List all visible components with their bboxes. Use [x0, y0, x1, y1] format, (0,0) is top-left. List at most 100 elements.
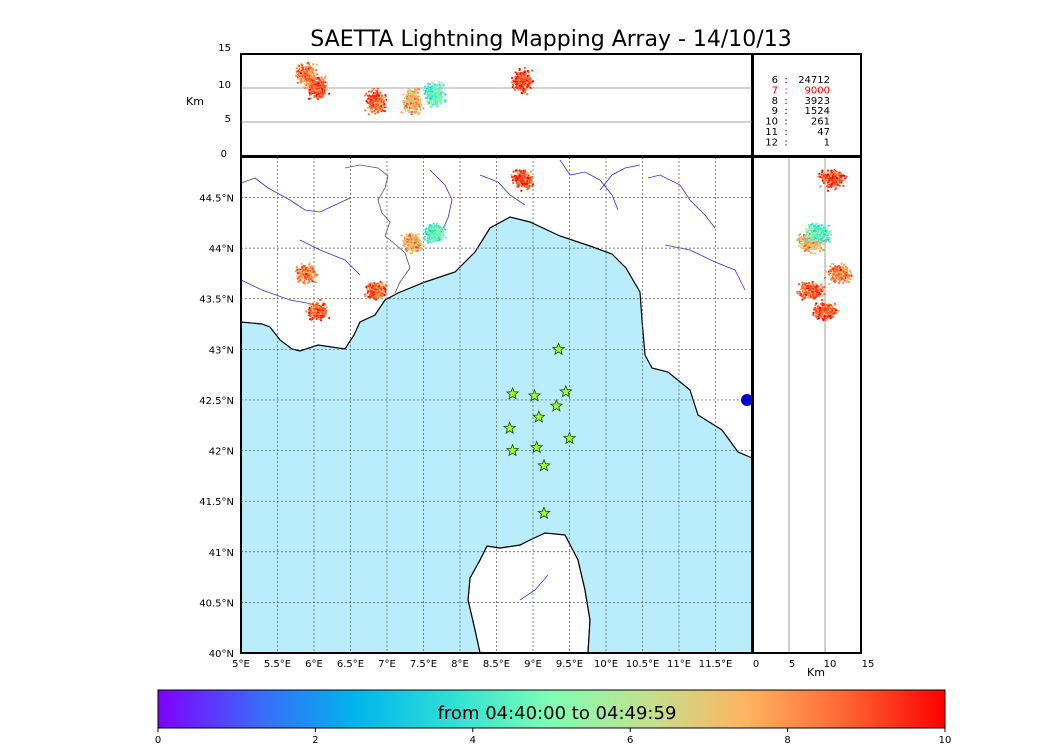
lightning-point-alt — [367, 90, 371, 93]
lightning-point-lat — [835, 174, 838, 177]
lightning-point-alt — [295, 72, 298, 75]
lightning-point-lat — [822, 317, 825, 321]
lightning-point-lat — [834, 188, 837, 191]
map-content — [241, 157, 752, 653]
lightning-point — [515, 181, 518, 185]
lightning-point-alt — [517, 88, 520, 91]
lightning-point — [520, 189, 523, 192]
lat-label: 40.5°N — [199, 598, 234, 609]
lightning-point-alt — [407, 99, 410, 103]
lightning-point-lat — [826, 315, 829, 318]
lightning-point — [381, 292, 384, 296]
lightning-point-lat — [845, 267, 849, 270]
lightning-point-lat — [821, 294, 824, 298]
lightning-point-alt — [404, 104, 408, 107]
lightning-point-alt — [408, 93, 411, 96]
lightning-point-lat — [812, 230, 815, 233]
lightning-point — [408, 242, 411, 245]
lightning-point-lat — [824, 302, 827, 306]
lightning-point-alt — [521, 92, 524, 95]
lightning-point-lat — [844, 177, 847, 180]
lightning-point-alt — [367, 94, 370, 97]
lightning-point-alt — [317, 92, 320, 95]
lightning-point-lat — [809, 295, 812, 299]
lightning-point-lat — [843, 263, 846, 266]
lightning-point-alt — [435, 94, 439, 97]
lightning-point-alt — [417, 95, 420, 98]
station-star-icon — [527, 388, 542, 402]
lightning-point-alt — [438, 93, 441, 96]
lightning-point-alt — [324, 81, 327, 84]
lightning-point-lat — [836, 277, 839, 280]
lightning-point-alt — [426, 85, 429, 88]
colorbar-ticks: 0 2 4 6 8 10 — [155, 728, 951, 746]
lightning-point-lat — [811, 222, 814, 225]
lightning-point — [521, 182, 524, 186]
lightning-point-lat — [801, 293, 805, 296]
lightning-point-lat — [831, 276, 834, 279]
lightning-point-lat — [822, 243, 825, 246]
station-star-icon — [559, 384, 573, 398]
lightning-point — [400, 234, 403, 237]
lightning-point-lat — [827, 224, 830, 227]
lightning-point-lat — [814, 252, 817, 255]
lightning-point-alt — [378, 97, 381, 100]
lightning-point-alt — [433, 83, 437, 86]
lightning-point-alt — [426, 90, 430, 93]
lightning-point — [425, 227, 428, 230]
lightning-point — [306, 272, 309, 275]
lightning-point-alt — [526, 69, 529, 73]
lightning-point-alt — [403, 107, 406, 110]
lightning-point-lat — [822, 249, 825, 252]
lightning-point-alt — [310, 88, 313, 92]
lightning-point — [304, 273, 307, 276]
lightning-point-alt — [422, 107, 425, 110]
lightning-point-alt — [300, 77, 303, 81]
lightning-point-lat — [820, 234, 823, 237]
lightning-point-lat — [828, 230, 831, 233]
lightning-point-lat — [807, 238, 810, 241]
lightning-point — [313, 314, 316, 317]
lightning-point-lat — [838, 272, 841, 275]
lightning-point-alt — [372, 92, 375, 95]
lightning-point-alt — [428, 83, 431, 86]
lightning-point — [366, 287, 369, 291]
lightning-point-lat — [804, 293, 807, 296]
lightning-point — [429, 240, 432, 244]
lightning-point — [529, 178, 532, 181]
lightning-point-lat — [805, 289, 809, 292]
lightning-point-lat — [803, 286, 806, 289]
station-count: 1 — [824, 137, 830, 148]
lightning-point-alt — [438, 91, 441, 94]
lightning-point-alt — [530, 87, 533, 90]
lightning-point-alt — [517, 80, 520, 84]
lightning-point-lat — [836, 183, 839, 187]
lightning-point-lat — [845, 175, 848, 178]
lightning-point-lat — [826, 173, 830, 176]
lightning-point-lat — [809, 226, 812, 229]
lightning-point-lat — [836, 265, 839, 268]
lightning-point-lat — [823, 293, 826, 296]
lightning-point — [311, 303, 314, 306]
lightning-point-lat — [828, 315, 832, 318]
lightning-point — [435, 222, 439, 225]
station-star-icon — [549, 398, 564, 412]
lightning-point-lat — [842, 179, 845, 182]
station-number: 8 — [772, 96, 778, 107]
lightning-point-alt — [442, 99, 445, 102]
lightning-point-alt — [422, 88, 425, 92]
lightning-point-lat — [803, 282, 806, 285]
lightning-point-lat — [814, 246, 818, 250]
lightning-point — [301, 274, 304, 277]
lightning-point — [297, 275, 300, 278]
lightning-point-alt — [315, 82, 318, 86]
lightning-point-alt — [418, 105, 421, 108]
lightning-point — [369, 289, 373, 293]
lightning-point — [437, 236, 440, 240]
lightning-point — [522, 178, 525, 181]
lightning-point-lat — [822, 232, 826, 235]
station-markers — [502, 342, 577, 520]
lightning-point — [440, 236, 443, 239]
lightning-point-lat — [806, 284, 809, 288]
lightning-point-alt — [296, 81, 299, 84]
